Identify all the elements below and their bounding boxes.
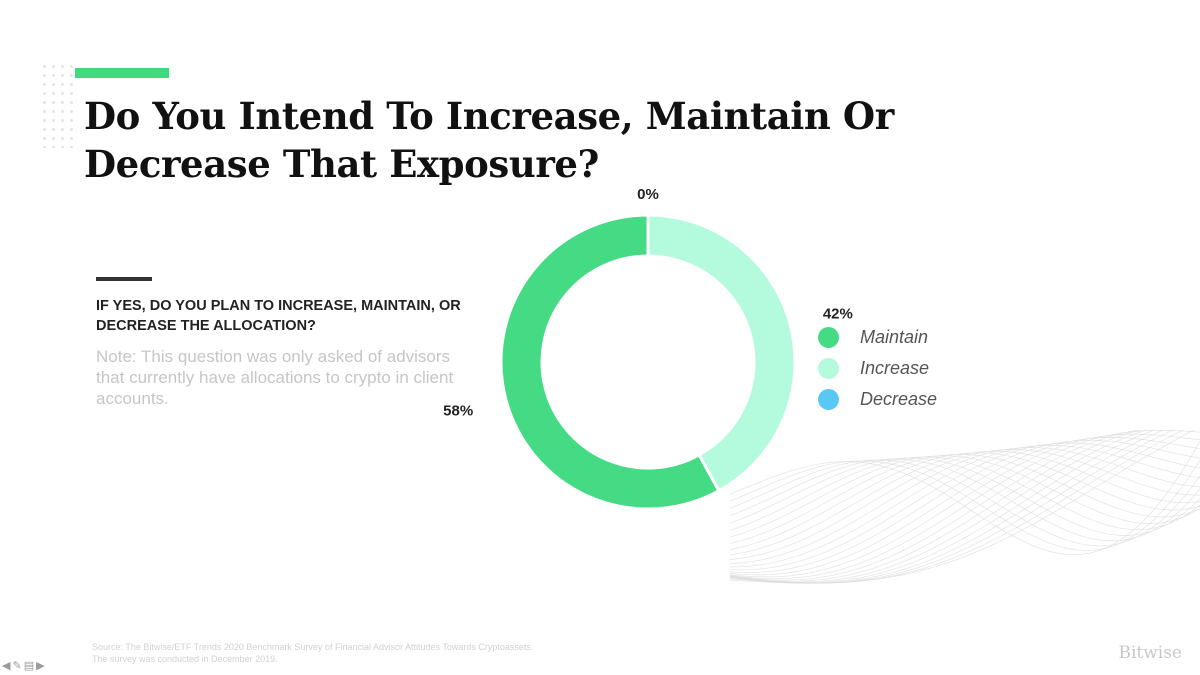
wave-line (730, 442, 1200, 571)
wave-line (730, 452, 1200, 550)
source-line-2: The survey was conducted in December 201… (92, 654, 278, 664)
wave-line (730, 433, 1200, 578)
arrow-left-icon[interactable]: ◀ (2, 659, 11, 672)
wave-line (730, 441, 1200, 556)
wave-line (730, 458, 1200, 542)
donut-slice-maintain (499, 213, 721, 511)
source-citation: Source: The Bitwise/ETF Trends 2020 Benc… (92, 641, 652, 665)
legend-item-increase: Increase (818, 353, 937, 384)
wave-line (730, 439, 1200, 573)
wave-line (730, 449, 1200, 560)
wave-line (730, 444, 1200, 568)
pen-icon[interactable]: ✎ (12, 659, 22, 672)
legend-label-maintain: Maintain (860, 327, 929, 347)
wave-line (730, 456, 1200, 531)
section-divider (96, 277, 152, 281)
wave-line (730, 430, 1148, 583)
wave-line (730, 457, 1200, 536)
legend-item-maintain: Maintain (818, 322, 937, 353)
wave-line (730, 460, 1200, 551)
wave-line (730, 447, 1200, 564)
accent-bar (75, 68, 169, 78)
legend-swatch-decrease (818, 389, 839, 410)
legend-label-increase: Increase (860, 358, 930, 378)
slide-navigation: ◀ ✎ ▤ ▶ (2, 659, 45, 673)
source-line-1: Source: The Bitwise/ETF Trends 2020 Benc… (92, 642, 534, 652)
slides-icon[interactable]: ▤ (23, 659, 35, 672)
data-label-maintain: 58% (443, 403, 473, 420)
data-label-decrease: 0% (637, 186, 659, 203)
legend-swatch-maintain (818, 327, 839, 348)
brand-logo: Bitwise (1118, 643, 1182, 663)
chart-legend: Maintain Increase Decrease (818, 322, 937, 415)
wave-line (730, 430, 1142, 582)
decorative-dot-grid (40, 62, 76, 148)
donut-slices (499, 213, 797, 511)
donut-data-labels: 0% 42% 58% (443, 186, 853, 420)
wave-line (730, 455, 1200, 538)
legend-label-decrease: Decrease (860, 389, 938, 409)
note-text: Note: This question was only asked of ad… (96, 347, 454, 408)
legend-swatch-increase (818, 358, 839, 379)
wave-line (730, 430, 1165, 584)
data-label-increase: 42% (823, 305, 853, 322)
decorative-wave-lines (730, 430, 1200, 584)
arrow-right-icon[interactable]: ▶ (36, 659, 45, 672)
wave-line (730, 430, 1200, 580)
question-text: IF YES, DO YOU PLAN TO INCREASE, MAINTAI… (96, 298, 461, 334)
donut-slice-increase (646, 213, 797, 493)
wave-line (730, 430, 1156, 583)
slide-title: Do You Intend To Increase, Maintain Or D… (84, 94, 894, 186)
wave-line (730, 453, 1200, 544)
wave-line (730, 437, 1200, 576)
legend-item-decrease: Decrease (818, 384, 937, 415)
